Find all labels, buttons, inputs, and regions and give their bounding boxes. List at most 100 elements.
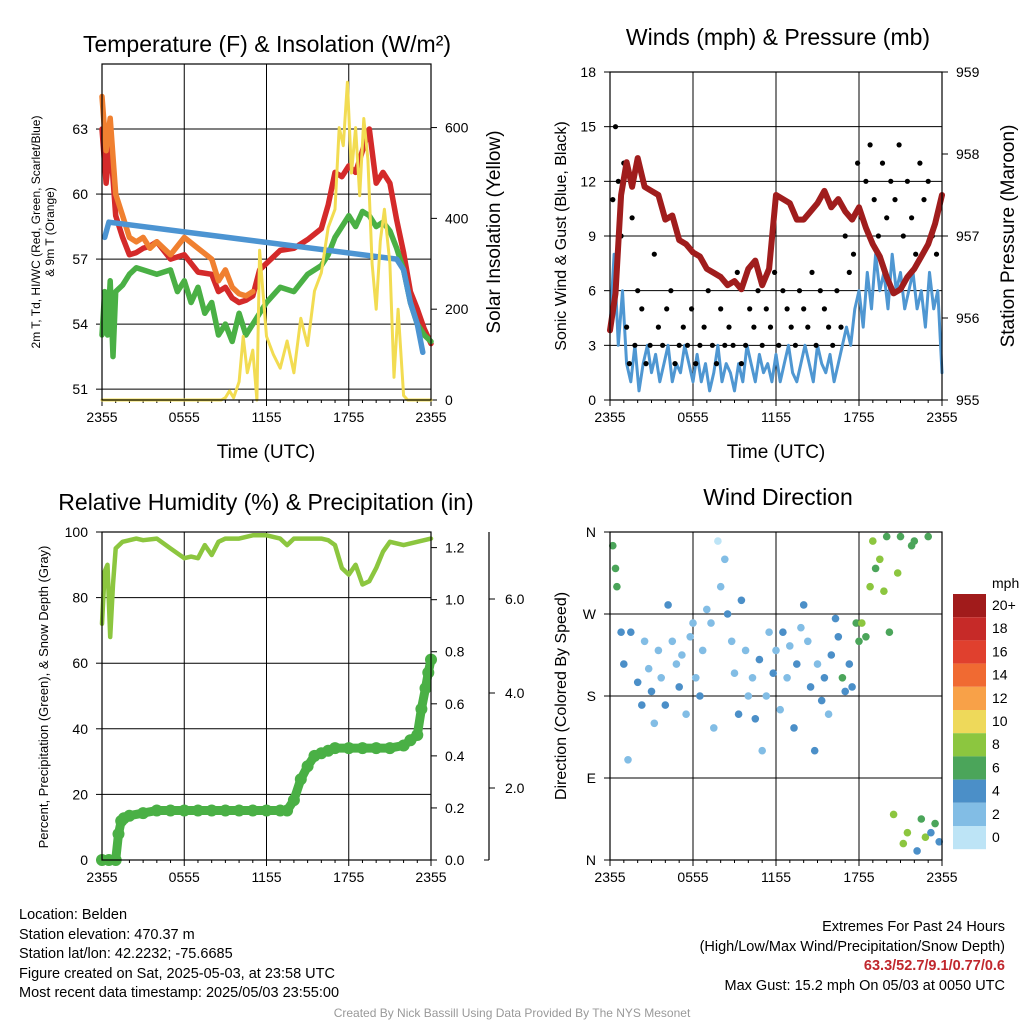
dir-legend-swatch xyxy=(953,594,986,618)
dir-point xyxy=(744,692,753,700)
wind-gust-point xyxy=(730,342,736,348)
dir-legend-label: 12 xyxy=(992,690,1008,706)
rh-chart-title: Relative Humidity (%) & Precipitation (i… xyxy=(58,489,473,515)
wind-gust-point xyxy=(809,269,815,275)
wind-tick-label-y2: 955 xyxy=(956,392,980,408)
rh-tick-label-y2: 0.6 xyxy=(445,696,465,712)
wind-tick-label-y2: 958 xyxy=(956,146,980,162)
dir-point xyxy=(917,815,926,823)
wind-tick-label-x: 1755 xyxy=(843,409,874,425)
wind-tick-label-y: 0 xyxy=(588,392,596,408)
wind-gust-point xyxy=(722,342,728,348)
recent-timestamp: Most recent data timestamp: 2025/05/03 2… xyxy=(19,985,340,1001)
dir-point xyxy=(716,582,725,591)
rh-precip-point xyxy=(342,742,355,755)
wind-gust-point xyxy=(913,251,919,257)
rh-precip-point xyxy=(419,682,432,695)
dir-point xyxy=(654,646,663,655)
temp-tick-label-y2: 400 xyxy=(445,210,469,226)
temp-x-axis-label: Time (UTC) xyxy=(217,442,316,463)
wind-tick-label-y2: 957 xyxy=(956,228,980,244)
wind-y2-axis-label: Station Pressure (Maroon) xyxy=(998,125,1019,348)
temp-plot-border xyxy=(101,63,432,401)
dir-point xyxy=(609,541,617,550)
wind-series-station-pressure xyxy=(607,155,945,334)
dir-legend-swatch xyxy=(953,779,986,803)
station-info: Location: Belden Station elevation: 470.… xyxy=(19,906,339,1004)
rh-tick-label-y: 80 xyxy=(72,590,88,606)
rh-tick-label-y2: 0.0 xyxy=(445,852,465,868)
rh-tick-label-y: 40 xyxy=(72,721,88,737)
wind-gust-point xyxy=(933,251,940,257)
dir-legend-label: 8 xyxy=(992,736,1000,752)
dir-point xyxy=(899,839,908,848)
wind-gust-point xyxy=(655,324,662,330)
wind-gust-point xyxy=(718,306,724,312)
dir-point xyxy=(707,619,715,627)
dir-point xyxy=(647,687,656,696)
dir-point xyxy=(827,651,836,659)
dir-point xyxy=(913,847,921,855)
dir-tick-label-x: 1155 xyxy=(761,869,791,885)
temp-tick-label-x: 0555 xyxy=(169,409,200,425)
temp-tick-label-y: 54 xyxy=(72,316,88,332)
rh-precip-point xyxy=(137,807,150,820)
dir-point xyxy=(910,537,919,545)
dir-legend-swatch xyxy=(953,686,986,710)
dir-legend-swatch xyxy=(953,640,986,664)
rh-tick-label-y2: 0.8 xyxy=(445,644,465,660)
dir-legend-label: 10 xyxy=(992,713,1008,729)
rh-precip-point xyxy=(219,804,232,817)
dir-point xyxy=(640,637,649,646)
dir-legend-title: mph xyxy=(992,575,1019,591)
dir-point xyxy=(806,683,815,691)
dir-point xyxy=(661,701,670,709)
dir-legend-swatch xyxy=(953,802,986,826)
rh-tick-label-y: 0 xyxy=(80,852,88,868)
dir-point xyxy=(617,628,625,636)
extremes-info: Extremes For Past 24 Hours (High/Low/Max… xyxy=(700,918,1005,996)
wind-gust-point xyxy=(842,233,848,239)
dir-point xyxy=(848,683,856,691)
rh-precip-point xyxy=(356,742,369,755)
dir-tick-label-x: 0555 xyxy=(677,869,708,885)
wind-gust-point xyxy=(713,361,720,367)
rh-y-axis-label: Percent, Precipitation (Green), & Snow D… xyxy=(36,546,51,849)
rh-precip-point xyxy=(281,804,294,817)
rh-tick-label-y2: 1.2 xyxy=(445,540,465,556)
rh-tick-label-x: 1155 xyxy=(251,869,281,885)
wind-tick-label-x: 2355 xyxy=(594,409,625,425)
dir-point xyxy=(896,532,905,541)
temp-tick-label-y: 57 xyxy=(72,251,88,267)
wind-tick-label-x: 1155 xyxy=(761,409,791,425)
wind-gust-point xyxy=(726,324,732,330)
wind-gust-point xyxy=(612,124,619,130)
dir-tick-label-x: 2355 xyxy=(594,869,625,885)
wind-gust-point xyxy=(705,288,711,294)
dir-chart-title: Wind Direction xyxy=(703,484,853,510)
rh-tick-label-y2: 0.2 xyxy=(445,800,465,816)
dir-point xyxy=(858,619,866,627)
temp-tick-label-y: 60 xyxy=(72,186,88,202)
rh-tick-label-x: 1755 xyxy=(333,869,364,885)
dir-point xyxy=(793,660,801,668)
dir-point xyxy=(824,710,833,718)
wind-gust-point xyxy=(834,288,840,294)
rh-precip-point xyxy=(246,804,259,817)
wind-gust-point xyxy=(734,269,740,275)
wind-chart-title: Winds (mph) & Pressure (mb) xyxy=(626,24,930,50)
wind-gust-point xyxy=(626,361,633,367)
dir-point xyxy=(730,669,739,677)
dir-point xyxy=(678,651,686,659)
wind-gust-point xyxy=(680,324,686,330)
dir-tick-label-y: N xyxy=(586,524,596,540)
dir-point xyxy=(882,532,891,541)
wind-x-axis-label: Time (UTC) xyxy=(727,442,826,463)
dir-point xyxy=(668,637,677,646)
dir-tick-label-y: N xyxy=(586,852,596,868)
rh-precip-point xyxy=(260,804,273,817)
dir-point xyxy=(776,705,784,714)
temp-tick-label-y: 63 xyxy=(72,121,88,137)
wind-axes: 2355 0555 1155 1755 2355 xyxy=(594,72,958,425)
rh-precip-point xyxy=(192,804,204,817)
